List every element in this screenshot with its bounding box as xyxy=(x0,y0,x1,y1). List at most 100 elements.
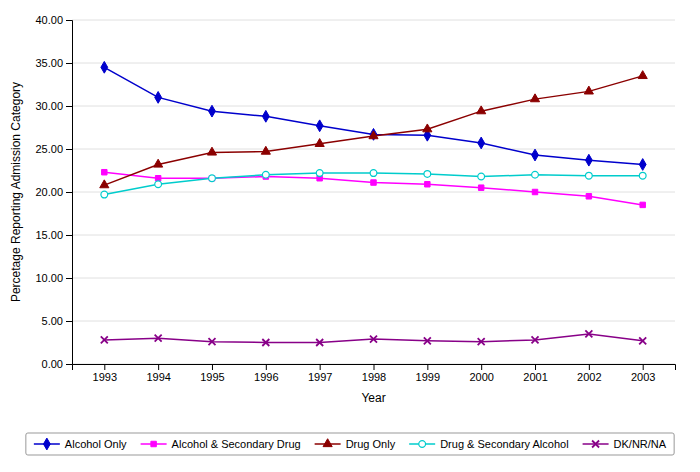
point xyxy=(640,202,645,207)
point xyxy=(370,170,377,177)
tick-label: 1994 xyxy=(146,371,170,383)
point xyxy=(532,149,539,161)
chart-container: 1993 1994 1995 1996 1997 1998 1999 2000 2001 2002… xyxy=(0,0,700,472)
line xyxy=(104,67,642,164)
point xyxy=(101,191,108,198)
tick-mark xyxy=(320,364,321,370)
tick: 35.00 xyxy=(35,57,72,69)
legend-entry: DK/NR/NA xyxy=(583,438,667,450)
tick-mark xyxy=(643,364,644,370)
point xyxy=(585,330,592,337)
tick-label: 1997 xyxy=(308,371,332,383)
grid-line xyxy=(72,235,675,236)
legend-entry: Alcohol Only xyxy=(34,438,127,450)
tick: 10.00 xyxy=(35,272,72,284)
tick-mark xyxy=(66,149,72,150)
tick: 15.00 xyxy=(35,229,72,241)
point xyxy=(155,335,162,342)
tick: 1993 xyxy=(93,364,117,383)
legend-symbol xyxy=(43,438,50,450)
tick-label: 2000 xyxy=(469,371,493,383)
tick: 1996 xyxy=(254,364,278,383)
tick-mark xyxy=(66,364,72,365)
tick-label: 0.00 xyxy=(42,358,63,370)
tick-label: 2002 xyxy=(577,371,601,383)
x-axis: 1993 1994 1995 1996 1997 1998 1999 2000 2001 2002… xyxy=(73,364,676,383)
point xyxy=(371,180,376,185)
point xyxy=(262,110,269,122)
point xyxy=(639,159,646,171)
tick-label: 1998 xyxy=(362,371,386,383)
point xyxy=(102,169,107,174)
tick-mark xyxy=(158,364,159,370)
tick: 40.00 xyxy=(35,14,72,26)
tick: 20.00 xyxy=(35,186,72,198)
tick-mark xyxy=(66,192,72,193)
grid-line xyxy=(72,63,675,64)
series xyxy=(101,170,646,198)
legend-box xyxy=(26,433,674,455)
tick: 2003 xyxy=(631,364,655,383)
point xyxy=(315,139,324,147)
legend-symbol xyxy=(151,441,156,446)
point xyxy=(100,180,109,188)
point xyxy=(209,175,216,182)
point xyxy=(586,194,591,199)
tick-label: 2003 xyxy=(631,371,655,383)
point xyxy=(262,171,269,178)
tick-label: 10.00 xyxy=(35,272,63,284)
point xyxy=(154,159,163,167)
point xyxy=(207,147,216,155)
tick-mark xyxy=(427,364,428,370)
chart-svg: 1993 1994 1995 1996 1997 1998 1999 2000 2001 2002… xyxy=(0,0,700,472)
point xyxy=(424,171,431,178)
tick-mark xyxy=(374,364,375,370)
plot-area: 1993 1994 1995 1996 1997 1998 1999 2000 2001 2002… xyxy=(9,14,676,405)
point xyxy=(316,170,323,177)
point xyxy=(585,154,592,166)
grid-line xyxy=(72,278,675,279)
point xyxy=(316,339,323,346)
line xyxy=(104,76,642,185)
tick-label: 1995 xyxy=(200,371,224,383)
tick-mark xyxy=(589,364,590,370)
y-axis-title: Percetage Reporting Admission Category xyxy=(9,82,23,302)
tick-label: 1993 xyxy=(93,371,117,383)
point xyxy=(584,86,593,94)
legend-symbol xyxy=(419,441,426,448)
point xyxy=(262,339,269,346)
tick: 0.00 xyxy=(42,358,72,370)
tick: 1995 xyxy=(200,364,224,383)
axis-line xyxy=(73,365,676,371)
point xyxy=(423,124,432,132)
point xyxy=(532,189,537,194)
point xyxy=(370,336,377,343)
tick-label: 15.00 xyxy=(35,229,63,241)
tick: 1997 xyxy=(308,364,332,383)
point xyxy=(424,337,431,344)
tick-mark xyxy=(66,63,72,64)
grid-line xyxy=(72,149,675,150)
legend-label: DK/NR/NA xyxy=(614,438,667,450)
legend-symbol xyxy=(592,441,599,448)
line xyxy=(104,172,642,205)
tick: 2002 xyxy=(577,364,601,383)
tick: 2001 xyxy=(523,364,547,383)
point xyxy=(639,337,646,344)
point xyxy=(478,185,483,190)
legend-entry: Drug Only xyxy=(315,438,396,450)
point xyxy=(209,105,216,117)
legend-entry: Alcohol & Secondary Drug xyxy=(141,438,301,450)
tick: 1999 xyxy=(416,364,440,383)
x-axis-title: Year xyxy=(361,391,385,405)
tick-mark xyxy=(66,278,72,279)
tick-mark xyxy=(66,321,72,322)
point xyxy=(532,171,539,178)
legend-label: Alcohol & Secondary Drug xyxy=(172,438,301,450)
point xyxy=(369,131,378,139)
tick-mark xyxy=(481,364,482,370)
tick-label: 40.00 xyxy=(35,14,63,26)
series xyxy=(102,169,646,207)
point xyxy=(477,106,486,114)
tick-mark xyxy=(212,364,213,370)
